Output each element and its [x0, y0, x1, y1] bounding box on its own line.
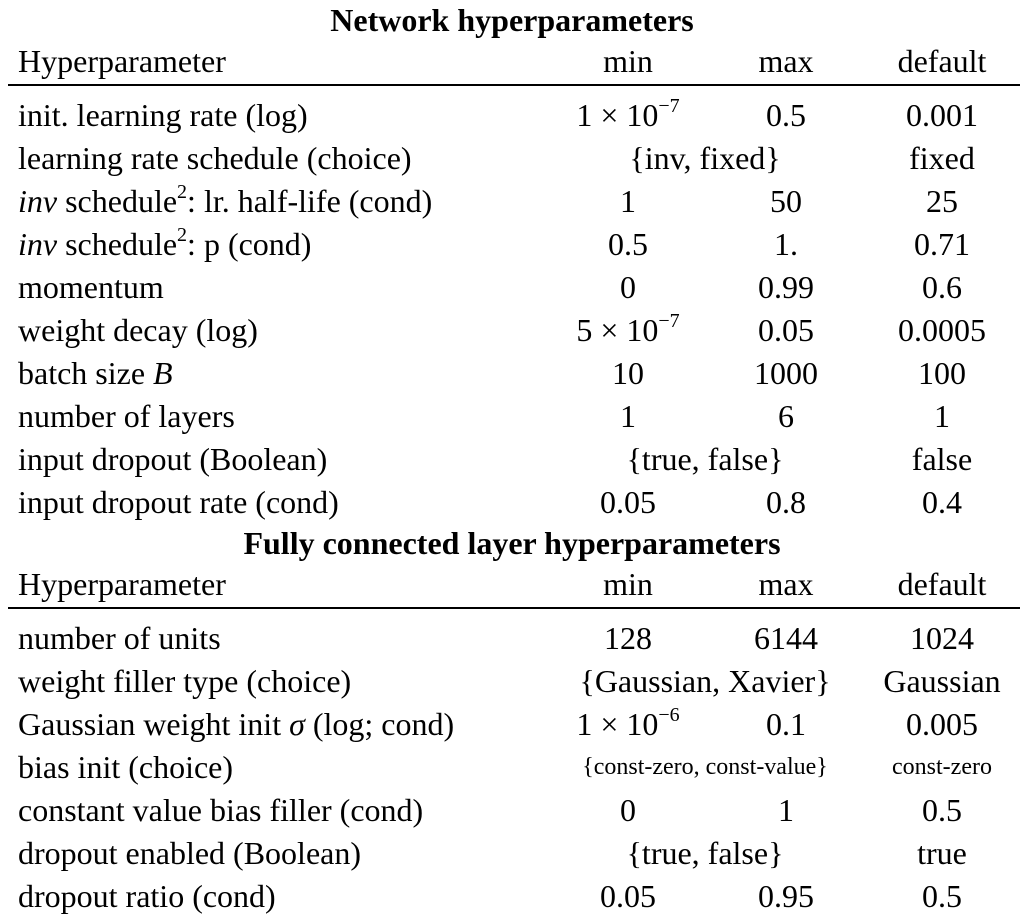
table-row: inv schedule2: lr. half-life (cond) 1 50 25: [0, 180, 1024, 223]
hyperparameter-name: learning rate schedule (choice): [18, 140, 412, 176]
max-value: 0.8: [766, 484, 806, 520]
min-value: 5 × 10−7: [576, 310, 680, 348]
table-row: Gaussian weight init σ (log; cond) 1 × 10…: [0, 703, 1024, 746]
table-row: dropout ratio (cond) 0.05 0.95 0.5: [0, 875, 1024, 918]
min-value: 1: [620, 398, 636, 434]
min-value: 0: [620, 269, 636, 305]
min-value: 0: [620, 792, 636, 828]
max-value: 50: [770, 183, 802, 219]
table-header: Hyperparameter min max default: [0, 40, 1024, 82]
header-min: min: [603, 43, 653, 79]
header-max: max: [758, 566, 814, 602]
table-row: weight filler type (choice) {Gaussian, Xa…: [0, 660, 1024, 703]
default-value: 0.5: [922, 792, 962, 828]
default-value: 0.71: [914, 226, 970, 262]
max-value: 0.5: [766, 97, 806, 133]
table-row: dropout enabled (Boolean) {true, false} tr…: [0, 832, 1024, 875]
default-value: Gaussian: [883, 663, 1001, 699]
fully-connected-layer-section: Fully connected layer hyperparameters Hy…: [0, 523, 1024, 914]
min-value: 1 × 10−6: [576, 704, 680, 742]
table-row: constant value bias filler (cond) 0 1 0.5: [0, 789, 1024, 832]
min-value: 0.5: [608, 226, 648, 262]
hyperparameter-name: Gaussian weight init σ (log; cond): [18, 706, 455, 742]
header-hyperparameter: Hyperparameter: [18, 43, 226, 79]
table-row: inv schedule2: p (cond) 0.5 1. 0.71: [0, 223, 1024, 266]
hyperparameter-name: dropout ratio (cond): [18, 878, 276, 914]
default-value: 1024: [910, 620, 974, 656]
table-row: input dropout rate (cond) 0.05 0.8 0.4: [0, 481, 1024, 524]
default-value: 0.4: [922, 484, 962, 520]
choice-set: {const-zero, const-value}: [582, 754, 828, 780]
hyperparameter-name: constant value bias filler (cond): [18, 792, 424, 828]
hyperparameter-name: weight decay (log): [18, 312, 258, 348]
hyperparameter-name: inv schedule2: lr. half-life (cond): [18, 181, 433, 219]
rows-container: init. learning rate (log) 1 × 10−7 0.5 0.00…: [0, 94, 1024, 524]
hyperparameter-name: input dropout rate (cond): [18, 484, 339, 520]
min-value: 1: [620, 183, 636, 219]
header-hyperparameter: Hyperparameter: [18, 566, 226, 602]
min-value: 0.05: [600, 484, 656, 520]
default-value: false: [911, 441, 973, 477]
default-value: 1: [934, 398, 950, 434]
default-value: 0.5: [922, 878, 962, 914]
rows-container: number of units 128 6144 1024 weight filler …: [0, 617, 1024, 918]
max-value: 0.05: [758, 312, 814, 348]
max-value: 6: [778, 398, 794, 434]
header-min: min: [603, 566, 653, 602]
max-value: 6144: [754, 620, 818, 656]
default-value: const-zero: [892, 754, 992, 780]
choice-set: {true, false}: [626, 835, 784, 871]
table-row: number of layers 1 6 1: [0, 395, 1024, 438]
default-value: 0.005: [906, 706, 978, 742]
min-value: 1 × 10−7: [576, 95, 680, 133]
hyperparameter-name: dropout enabled (Boolean): [18, 835, 361, 871]
table-row: number of units 128 6144 1024: [0, 617, 1024, 660]
default-value: 0.001: [906, 97, 978, 133]
header-rule: [8, 84, 1020, 86]
hyperparameter-name: batch size B: [18, 355, 173, 391]
hyperparameter-name: number of units: [18, 620, 221, 656]
table-header: Hyperparameter min max default: [0, 563, 1024, 605]
hyperparameter-name: init. learning rate (log): [18, 97, 308, 133]
header-rule: [8, 607, 1020, 609]
default-value: 0.0005: [898, 312, 986, 348]
choice-set: {Gaussian, Xavier}: [579, 663, 831, 699]
table-row: bias init (choice) {const-zero, const-val…: [0, 746, 1024, 789]
max-value: 1: [778, 792, 794, 828]
hyperparameter-name: number of layers: [18, 398, 235, 434]
table-row: momentum 0 0.99 0.6: [0, 266, 1024, 309]
max-value: 0.1: [766, 706, 806, 742]
table-row: learning rate schedule (choice) {inv, fix…: [0, 137, 1024, 180]
network-hyperparameters-section: Network hyperparameters Hyperparameter m…: [0, 0, 1024, 520]
max-value: 1.: [774, 226, 798, 262]
min-value: 0.05: [600, 878, 656, 914]
default-value: fixed: [909, 140, 975, 176]
max-value: 1000: [754, 355, 818, 391]
section-title: Network hyperparameters: [330, 2, 694, 38]
choice-set: {inv, fixed}: [629, 140, 781, 176]
hyperparameter-name: weight filler type (choice): [18, 663, 352, 699]
header-default: default: [897, 43, 987, 79]
table-row: init. learning rate (log) 1 × 10−7 0.5 0.00…: [0, 94, 1024, 137]
table-row: batch size B 10 1000 100: [0, 352, 1024, 395]
default-value: true: [917, 835, 967, 871]
default-value: 0.6: [922, 269, 962, 305]
max-value: 0.99: [758, 269, 814, 305]
header-max: max: [758, 43, 814, 79]
hyperparameter-name: momentum: [18, 269, 164, 305]
default-value: 25: [926, 183, 958, 219]
hyperparameter-name: inv schedule2: p (cond): [18, 224, 312, 262]
table-row: input dropout (Boolean) {true, false} fals…: [0, 438, 1024, 481]
hyperparameter-name: bias init (choice): [18, 749, 234, 785]
default-value: 100: [918, 355, 966, 391]
choice-set: {true, false}: [626, 441, 784, 477]
min-value: 128: [604, 620, 652, 656]
min-value: 10: [612, 355, 644, 391]
section-title: Fully connected layer hyperparameters: [243, 525, 781, 561]
table-row: weight decay (log) 5 × 10−7 0.05 0.0005: [0, 309, 1024, 352]
hyperparameter-name: input dropout (Boolean): [18, 441, 328, 477]
header-default: default: [897, 566, 987, 602]
max-value: 0.95: [758, 878, 814, 914]
